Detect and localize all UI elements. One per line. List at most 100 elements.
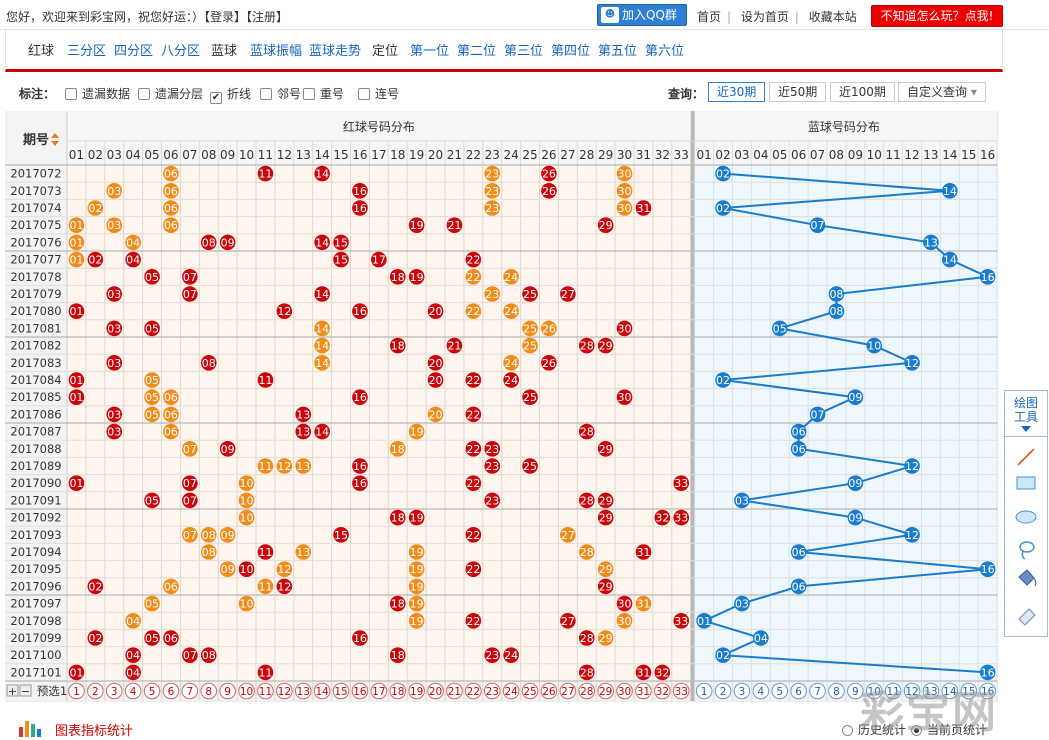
red-ball-number: 20 (429, 374, 443, 387)
preselect-red-ball[interactable] (483, 682, 501, 700)
custom-query-dropdown[interactable]: 自定义查询 ▾ (898, 82, 986, 102)
option-checkbox-5[interactable]: 重号 (303, 85, 344, 102)
nav-item-3[interactable]: 四分区 (114, 44, 154, 59)
chart-stats-link[interactable]: 图表指标统计 (55, 724, 134, 739)
option-checkbox-4[interactable]: 邻号 (260, 85, 301, 102)
preselect-blue-ball[interactable] (695, 682, 713, 700)
nav-item-13[interactable]: 第五位 (598, 44, 638, 59)
current-page-stats-radio[interactable]: 当前页统计 (911, 721, 987, 738)
lasso-tool-icon[interactable] (1019, 541, 1035, 560)
red-ball-number: 33 (674, 615, 688, 628)
preselect-red-ball[interactable] (502, 682, 520, 700)
collapse-button[interactable] (19, 684, 32, 697)
preselect-red-ball[interactable] (294, 682, 312, 700)
preselect-blue-ball[interactable] (960, 682, 978, 700)
preselect-blue-ball[interactable] (865, 682, 883, 700)
preselect-red-ball[interactable] (408, 682, 425, 700)
nav-item-2[interactable]: 三分区 (67, 44, 107, 59)
preselect-blue-ball[interactable] (941, 682, 959, 700)
preselect-red-ball[interactable] (389, 682, 407, 700)
eraser-tool-icon[interactable] (1018, 608, 1036, 626)
line-tool-icon[interactable] (1017, 448, 1035, 466)
preselect-blue-ball[interactable] (979, 682, 996, 700)
preselect-red-ball[interactable] (124, 682, 142, 700)
preselect-red-ball[interactable] (181, 682, 199, 700)
login-link[interactable]: 【登录】 (204, 10, 247, 24)
option-checkbox-6[interactable]: 连号 (358, 85, 399, 102)
blue-column-header: 03 (734, 148, 749, 162)
expand-button[interactable] (6, 684, 19, 697)
nav-item-14[interactable]: 第六位 (645, 44, 685, 59)
history-stats-radio[interactable]: 历史统计 (842, 721, 906, 738)
red-ball-number: 08 (202, 529, 216, 542)
nav-item-6[interactable]: 蓝球振幅 (250, 44, 303, 59)
preselect-red-ball[interactable] (446, 682, 463, 700)
red-ball (276, 303, 293, 319)
preselect-blue-ball[interactable] (903, 682, 921, 700)
help-button[interactable]: 不知道怎么玩？点我! (871, 5, 1003, 27)
preselect-blue-ball[interactable] (714, 682, 732, 700)
nav-item-9[interactable]: 第一位 (410, 44, 450, 59)
preselect-red-ball[interactable] (540, 682, 558, 700)
preselect-blue-ball[interactable] (922, 682, 940, 700)
preselect-red-ball[interactable] (219, 682, 236, 700)
preselect-red-ball[interactable] (370, 682, 388, 700)
nav-item-7[interactable]: 蓝球走势 (309, 44, 362, 59)
nav-item-10[interactable]: 第二位 (457, 44, 497, 59)
preselect-blue-ball[interactable] (809, 682, 826, 700)
nav-item-4[interactable]: 八分区 (161, 44, 201, 59)
preselect-red-ball[interactable] (616, 682, 633, 700)
register-link[interactable]: 【注册】 (246, 10, 289, 24)
query-button-2[interactable]: 近50期 (769, 82, 827, 102)
fill-tool-icon[interactable] (1018, 569, 1037, 587)
preselect-red-ball[interactable] (672, 682, 690, 700)
home-link[interactable]: 首页 (697, 10, 722, 24)
preselect-red-ball[interactable] (200, 682, 218, 700)
preselect-red-ball[interactable] (559, 682, 577, 700)
query-button-3[interactable]: 近100期 (830, 82, 895, 102)
preselect-red-ball[interactable] (87, 682, 104, 700)
nav-item-11[interactable]: 第三位 (504, 44, 544, 59)
preselect-red-ball[interactable] (351, 682, 369, 700)
query-button-1[interactable]: 近30期 (708, 82, 766, 102)
preselect-red-ball[interactable] (654, 682, 671, 700)
preselect-red-ball[interactable] (578, 682, 596, 700)
preselect-blue-number: 9 (852, 686, 859, 698)
preselect-red-ball[interactable] (465, 682, 482, 700)
preselect-blue-ball[interactable] (790, 682, 807, 700)
preselect-blue-ball[interactable] (828, 682, 845, 700)
preselect-blue-ball[interactable] (884, 682, 902, 700)
option-checkbox-3[interactable]: ✔ 折线 (210, 85, 251, 104)
preselect-red-ball[interactable] (313, 682, 331, 700)
preselect-red-ball[interactable] (143, 682, 161, 700)
red-ball (68, 234, 85, 251)
nav-item-12[interactable]: 第四位 (551, 44, 591, 59)
set-homepage-link[interactable]: 设为首页 (740, 10, 789, 24)
blue-ball-number: 06 (792, 546, 806, 559)
red-ball-number: 29 (599, 563, 613, 576)
red-ball (654, 509, 671, 526)
ellipse-tool-icon[interactable] (1015, 510, 1037, 524)
preselect-red-ball[interactable] (521, 682, 539, 700)
preselect-red-ball[interactable] (105, 682, 123, 700)
option-checkbox-2[interactable]: 遗漏分层 (138, 85, 203, 102)
preselect-red-ball[interactable] (276, 682, 293, 700)
option-checkbox-1[interactable]: 遗漏数据 (65, 85, 130, 102)
rectangle-tool-icon[interactable] (1016, 476, 1036, 490)
preselect-blue-ball[interactable] (733, 682, 751, 700)
preselect-red-ball[interactable] (597, 682, 614, 700)
preselect-blue-ball[interactable] (847, 682, 864, 700)
preselect-red-ball[interactable] (635, 682, 652, 700)
sort-icon[interactable] (51, 133, 59, 146)
preselect-blue-ball[interactable] (771, 682, 789, 700)
bookmark-link[interactable]: 收藏本站 (808, 10, 857, 24)
drawing-tools-header[interactable]: 绘图 工具 (1005, 391, 1047, 437)
preselect-red-ball[interactable] (332, 682, 350, 700)
preselect-red-ball[interactable] (68, 682, 85, 700)
preselect-red-ball[interactable] (427, 682, 444, 700)
preselect-red-ball[interactable] (162, 682, 180, 700)
preselect-red-ball[interactable] (257, 682, 274, 700)
preselect-blue-ball[interactable] (752, 682, 770, 700)
preselect-red-ball[interactable] (238, 682, 255, 700)
join-qq-group-button[interactable]: ☻ 加入QQ群 (597, 4, 687, 26)
